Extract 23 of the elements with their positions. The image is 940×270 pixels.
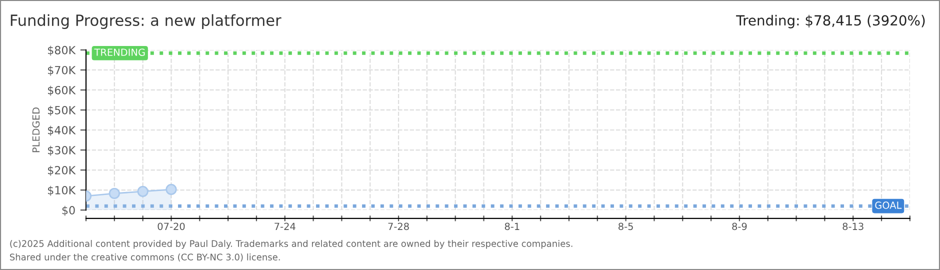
y-tick-label: $0 [62, 206, 75, 216]
chart-title: Funding Progress: a new platformer [10, 14, 282, 29]
x-tick-label: 7-24 [274, 222, 296, 230]
y-tick-label: $70K [48, 66, 76, 76]
x-tick-label: 7-28 [388, 222, 409, 230]
ref-line-label: GOAL [875, 202, 902, 209]
text: (c)2025 Additional content provided by Paul Daly. Trademarks and related content are owned by their respective companies. [10, 240, 572, 249]
x-tick-label: 8-5 [618, 222, 633, 230]
y-tick-label: $10K [48, 186, 76, 196]
y-axis-title: PLEDGED [32, 108, 40, 152]
y-tick-label: $30K [48, 146, 76, 156]
text: Shared under the creative commons (CC BY-NC 3.0) license. [10, 253, 280, 262]
ref-line-label: TRENDING [94, 48, 145, 56]
x-tick-label: 07-20 [158, 222, 185, 230]
y-tick-label: $50K [48, 106, 76, 116]
text: Trending: $78,415 (3920%) [736, 14, 925, 28]
x-tick-label: 8-9 [732, 222, 747, 230]
x-tick-label: 8-13 [842, 222, 864, 230]
y-tick-label: $80K [48, 46, 76, 56]
y-tick-label: $60K [48, 86, 76, 96]
y-tick-label: $40K [48, 126, 76, 136]
x-tick-label: 8-1 [504, 222, 520, 230]
y-tick-label: $20K [48, 166, 76, 176]
